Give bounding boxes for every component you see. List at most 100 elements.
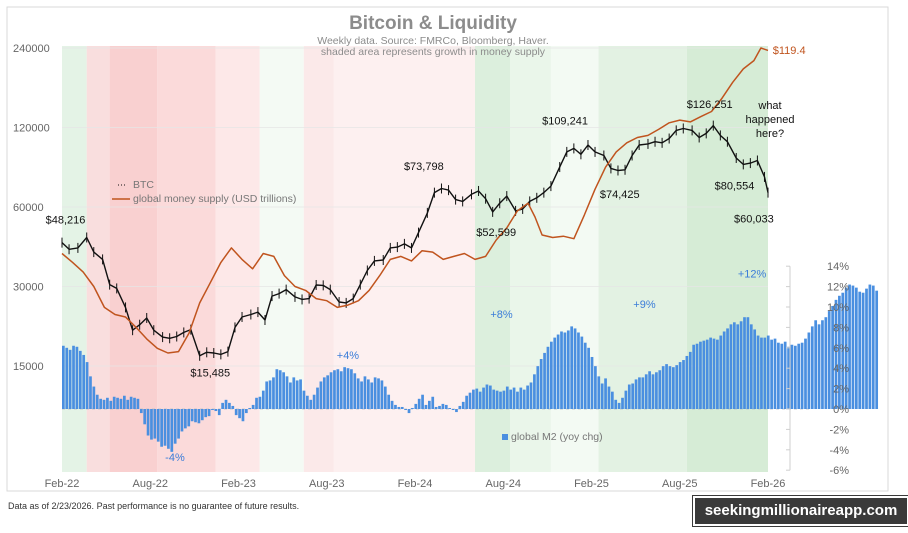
m2-bar-132 (509, 389, 513, 409)
m2-bar-22 (136, 398, 140, 409)
m2-bar-51 (234, 409, 238, 416)
m2-bar-48 (224, 399, 228, 409)
m2-bar-98 (394, 404, 397, 409)
series-lines (61, 47, 769, 361)
m2-bar-156 (590, 356, 594, 409)
m2-bar-143 (546, 346, 550, 409)
m2-bar-94 (380, 380, 384, 409)
m2-bar-114 (448, 407, 452, 409)
m2-bar-50 (231, 405, 235, 409)
m2-bar-203 (749, 324, 753, 409)
x-tick-label-8: Feb-26 (751, 478, 786, 490)
m2-bar-187 (695, 343, 699, 409)
m2-bar-35 (180, 409, 184, 432)
m2-bar-67 (289, 382, 292, 409)
y-left-tick-label-3: 120000 (13, 123, 50, 135)
m2-bar-113 (444, 404, 448, 409)
m2-bar-206 (760, 337, 763, 409)
x-tick-label-2: Feb-23 (221, 478, 256, 490)
m2-bar-190 (705, 339, 709, 409)
y-left-tick-label-1: 30000 (13, 282, 44, 294)
m2-bar-180 (671, 367, 675, 409)
m2-bar-103 (411, 407, 414, 409)
m2-bar-184 (685, 355, 689, 409)
m2-bar-59 (261, 390, 265, 409)
m2-bar-112 (441, 403, 445, 409)
watermark-badge[interactable]: seekingmillionaireapp.com (693, 496, 908, 526)
legend-btc-label: BTC (133, 179, 154, 191)
m2-bar-146 (556, 334, 560, 409)
annotation-label-5: $74,425 (600, 189, 640, 201)
m2-bar-14 (109, 400, 113, 409)
m2-bar-197 (729, 324, 733, 409)
m2-bar-161 (607, 386, 611, 409)
m2-bar-179 (668, 366, 672, 409)
m2-bar-32 (170, 409, 174, 452)
m2-bar-99 (397, 406, 401, 409)
m2-bar-81 (336, 369, 340, 409)
m2-bar-207 (763, 337, 767, 409)
m2-bar-28 (156, 409, 160, 442)
m2-bar-202 (746, 317, 750, 409)
m2-bar-137 (526, 385, 529, 409)
y-left-tick-label-0: 15000 (13, 361, 44, 373)
m2-bar-125 (485, 384, 489, 409)
m2-bar-41 (200, 409, 204, 421)
m2-bar-37 (187, 409, 191, 427)
m2-bar-23 (139, 409, 143, 414)
annotation-label-4: $109,241 (542, 116, 588, 128)
m2-bar-158 (597, 376, 601, 409)
m2-bar-188 (699, 341, 702, 409)
m2-bar-219 (804, 338, 807, 409)
m2-bar-89 (363, 376, 367, 409)
m2-bar-56 (251, 404, 255, 409)
m2-bar-19 (126, 399, 130, 409)
m2-bar-83 (343, 367, 346, 409)
x-tick-label-1: Aug-22 (133, 478, 168, 490)
m2-bar-159 (600, 383, 604, 409)
m2-bar-91 (370, 382, 374, 409)
m2-bar-201 (743, 317, 746, 409)
shade-band-1 (86, 46, 110, 472)
question-line-1: what (757, 100, 781, 112)
m2-bar-151 (573, 328, 577, 409)
m2-bar-15 (112, 396, 116, 409)
annotation-label-13: +12% (738, 268, 767, 280)
chart-subtitle-2: shaded area represents growth in money s… (321, 46, 546, 58)
m2-bar-153 (580, 336, 584, 409)
m2-bar-133 (512, 387, 516, 409)
x-tick-label-0: Feb-22 (45, 478, 80, 490)
m2-bar-38 (190, 409, 194, 422)
m2-bar-40 (197, 409, 201, 424)
m2-bar-165 (621, 397, 624, 409)
m2-bar-185 (688, 351, 692, 409)
m2-bar-30 (163, 409, 167, 446)
m2-bar-150 (570, 326, 574, 409)
m2-bar-147 (560, 331, 563, 409)
m2-bar-157 (594, 366, 597, 409)
m2-bar-52 (238, 409, 241, 419)
m2-bar-7 (85, 362, 89, 409)
m2-bar-234 (854, 287, 858, 409)
m2-bar-86 (353, 373, 357, 409)
m2-bar-135 (519, 387, 523, 409)
m2-bar-213 (783, 341, 787, 409)
annotation-label-7: $80,554 (715, 180, 755, 192)
m2-bar-218 (800, 342, 804, 409)
m2-bar-160 (604, 378, 607, 409)
m2-bar-169 (634, 379, 638, 409)
annotations: $48,216 $15,485 $73,798 $52,599 $109,241 $74,… (46, 45, 806, 464)
y-right-tick-label-0: -6% (829, 465, 849, 477)
m2-bar-12 (102, 399, 106, 409)
m2-bar-171 (641, 377, 645, 409)
m2-bar-186 (692, 344, 696, 409)
m2-bar-53 (241, 409, 245, 422)
annotation-label-8: $60,033 (734, 213, 774, 225)
m2-bar-82 (339, 371, 343, 409)
m2-bar-58 (258, 396, 262, 409)
annotation-label-3: $52,599 (476, 227, 516, 239)
m2-bar-140 (536, 366, 540, 409)
m2-bar-96 (387, 394, 391, 409)
m2-bar-236 (861, 292, 865, 409)
m2-bar-228 (834, 299, 838, 409)
